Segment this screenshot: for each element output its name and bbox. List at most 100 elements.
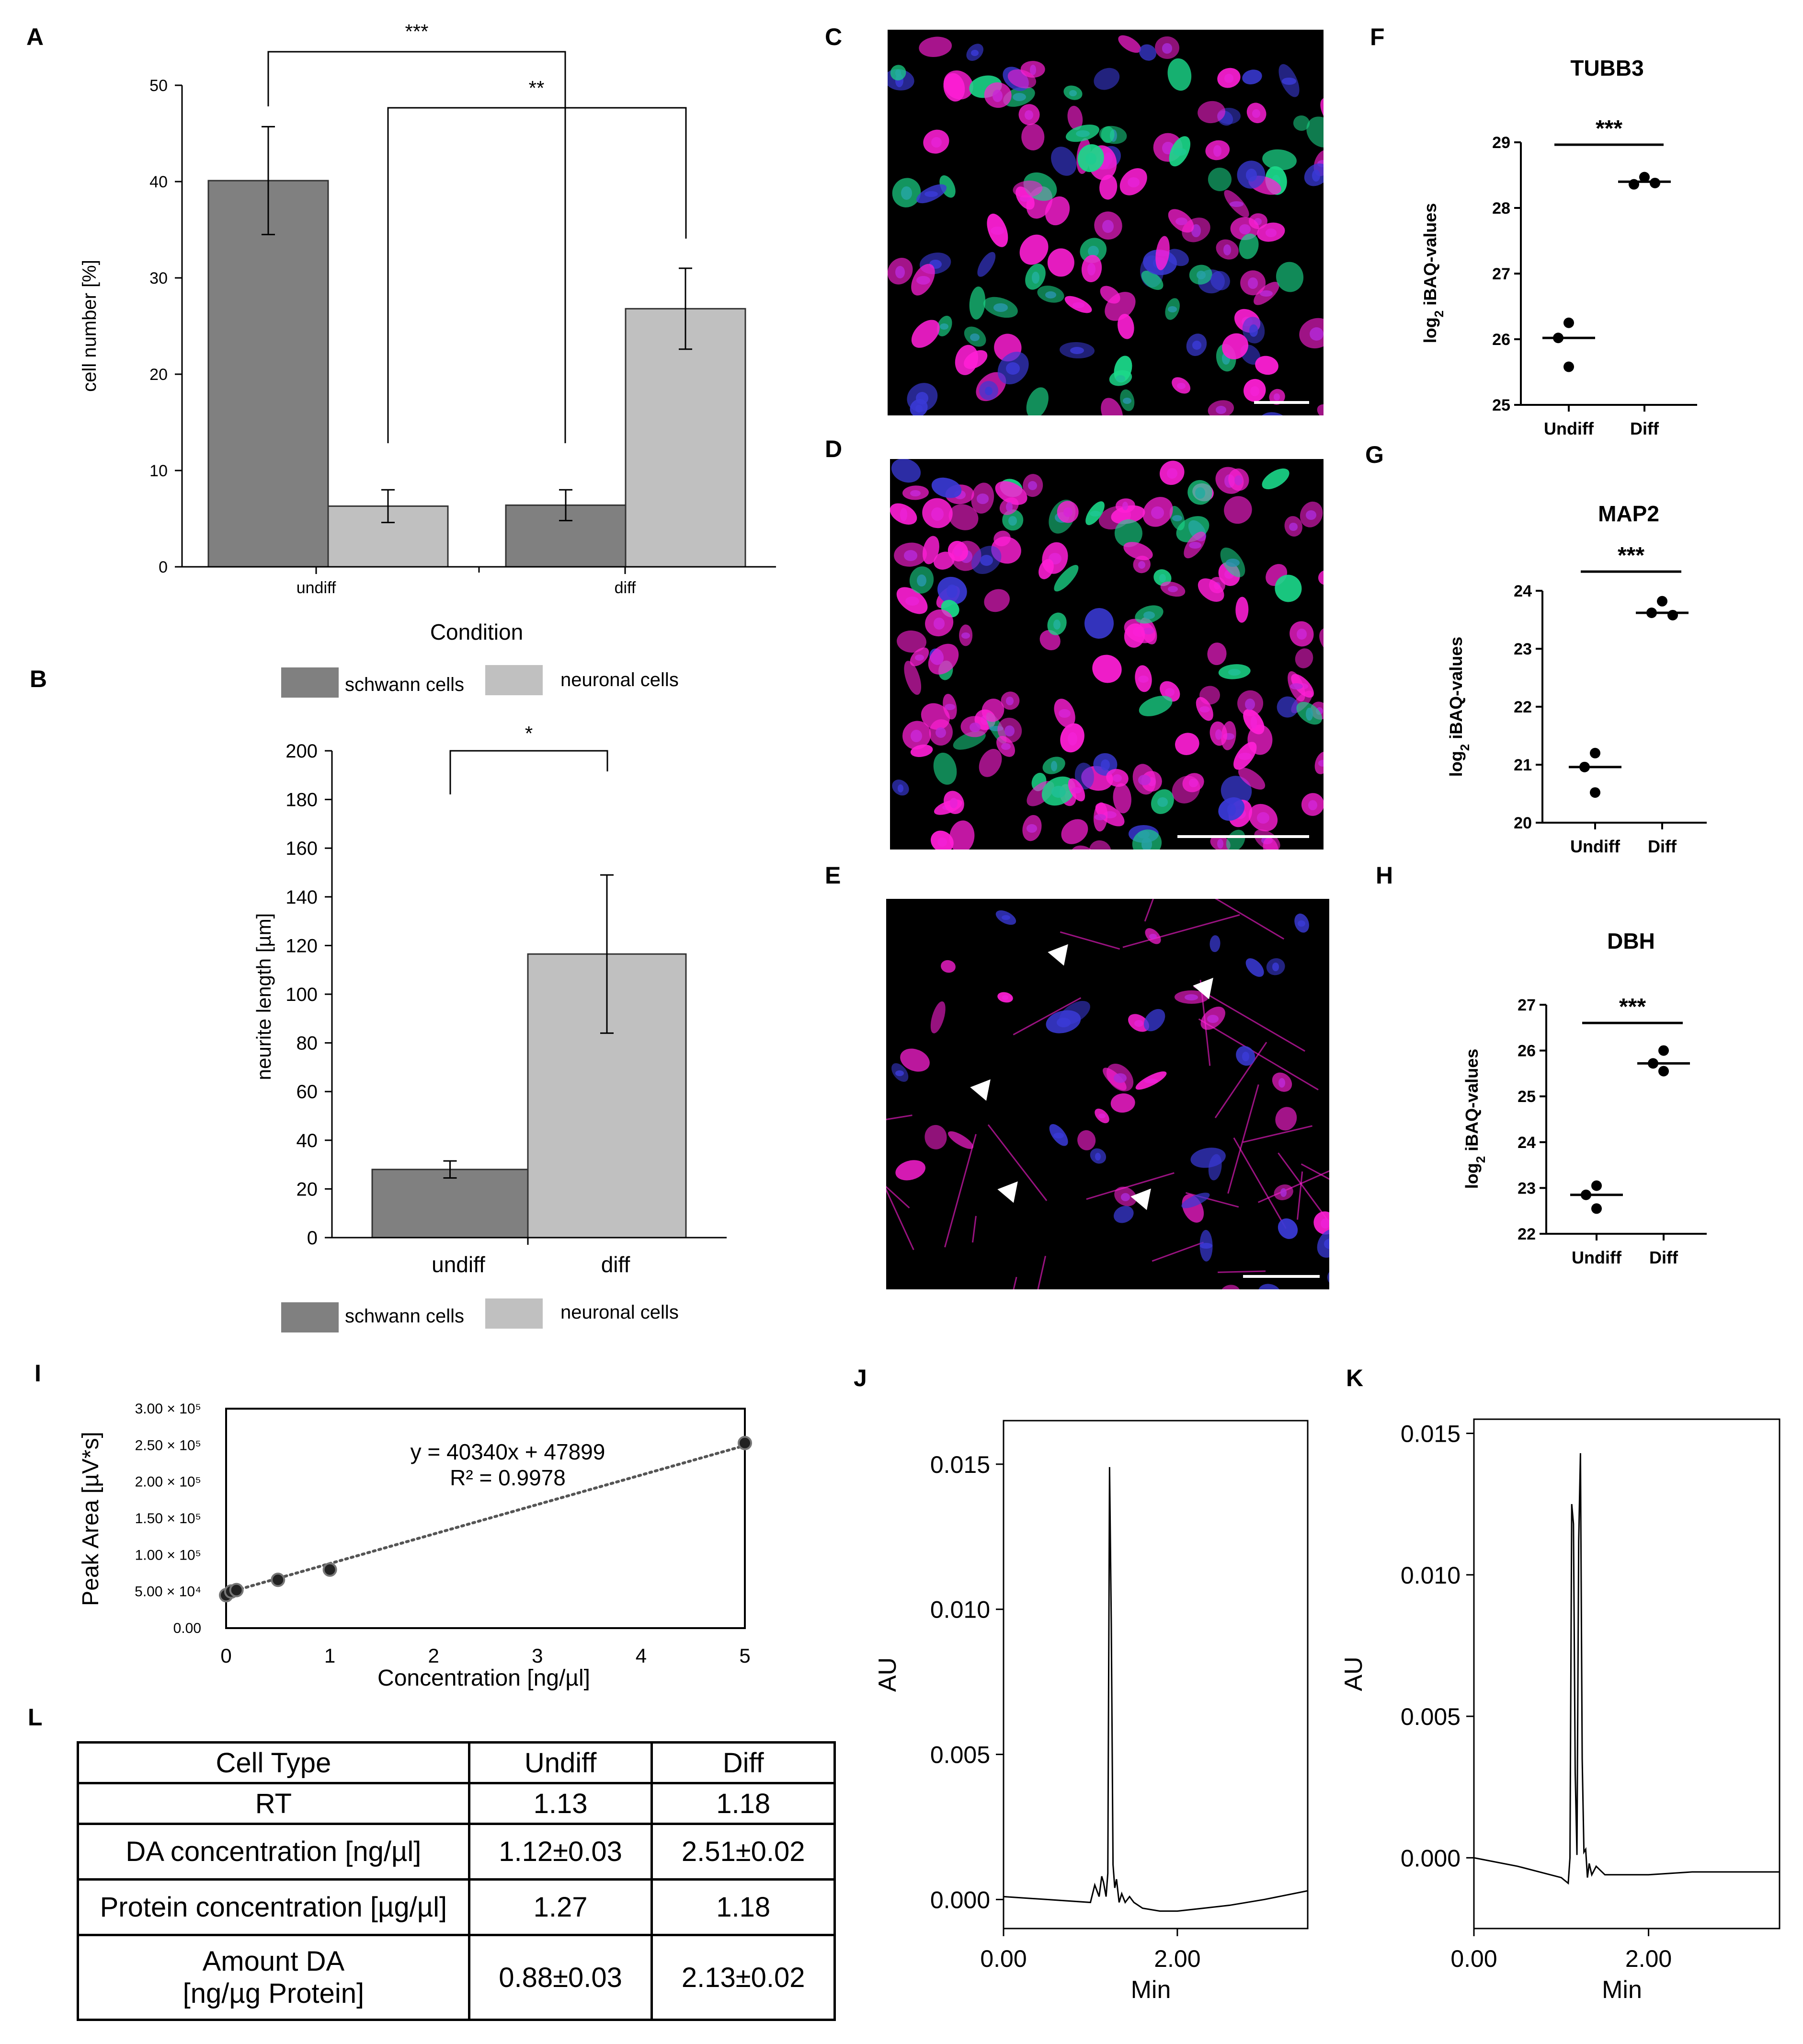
cell-blob [1235, 597, 1249, 623]
chart-g-map2: MAP2 20 21 22 23 24 Undiff Diff *** log2 iBAQ-val… [1446, 501, 1707, 856]
data-point [1563, 361, 1574, 372]
neurite [944, 1134, 977, 1248]
neurite [1086, 1172, 1175, 1200]
cell-blob [1212, 235, 1243, 264]
plot-frame [225, 1408, 746, 1629]
y-tick-label: 25 [1492, 396, 1510, 414]
y-tick-label: 0 [159, 558, 168, 576]
x-tick-label: Diff [1630, 419, 1659, 438]
y-axis-label: log2 iBAQ-values [1420, 203, 1446, 344]
y-tick-label: 0.010 [1401, 1562, 1461, 1589]
bar [625, 308, 746, 568]
cell-blob [1206, 642, 1227, 666]
data-point [1646, 607, 1657, 618]
neurite [1013, 997, 1082, 1035]
panel-label-b: B [30, 666, 47, 692]
cell-blob [1022, 384, 1053, 415]
cell-blob [1315, 567, 1324, 588]
y-axis-label: log2 iBAQ-values [1462, 1049, 1488, 1189]
y-tick-label: 2.00 × 10⁵ [135, 1474, 201, 1490]
neurite [1214, 899, 1285, 940]
y-axis-label: neurite length [µm] [252, 913, 275, 1080]
y-tick-label: 26 [1492, 331, 1510, 349]
x-tick-label: Undiff [1572, 1248, 1622, 1267]
table-cell: RT [77, 1782, 470, 1825]
x-tick-label: Diff [1649, 1248, 1678, 1267]
cell-blob [1183, 330, 1211, 360]
neurite [1193, 986, 1305, 1052]
significance-label: * [525, 722, 533, 745]
y-tick-label: 3.00 × 10⁵ [135, 1401, 201, 1417]
cell-blob [902, 485, 929, 501]
microscopy-image-d [890, 459, 1324, 850]
cell-blob [1295, 313, 1324, 353]
y-tick-label: 20 [1514, 814, 1532, 832]
data-point [1590, 787, 1600, 798]
neurite [1278, 1152, 1329, 1224]
legend-swatch [281, 1302, 339, 1332]
x-axis-label: Condition [430, 620, 523, 644]
table-row: Protein concentration [µg/µl] 1.27 1.18 [77, 1878, 836, 1936]
significance-bracket [387, 107, 687, 443]
data-point [1648, 1058, 1658, 1069]
y-tick-label: 120 [285, 935, 318, 956]
panel-label-e: E [825, 862, 841, 889]
cell-blob [1129, 761, 1159, 798]
significance-label: *** [1596, 116, 1622, 141]
y-tick-label: 140 [285, 887, 318, 908]
plot-frame [1003, 1420, 1309, 1929]
neurite [1301, 1163, 1329, 1180]
y-tick-label: 100 [285, 984, 318, 1005]
cell-blob [1258, 464, 1293, 494]
cell-blob [1215, 65, 1243, 91]
cell-blob [1154, 459, 1190, 490]
y-tick-label: 22 [1514, 698, 1532, 716]
legend-label: schwann cells [345, 1306, 464, 1327]
table-row: DA concentration [ng/µl] 1.12±0.03 2.51±… [77, 1823, 836, 1881]
scale-bar [1243, 1275, 1320, 1278]
cell-blob [1040, 753, 1068, 778]
dopamine-table: Cell Type Undiff Diff RT 1.13 1.18 DA co… [77, 1741, 836, 2021]
panel-label-i: I [34, 1360, 41, 1387]
cell-blob [920, 126, 953, 158]
legend-swatch [485, 665, 543, 695]
y-tick-label: 80 [297, 1033, 318, 1054]
y-tick-label: 0 [307, 1228, 318, 1249]
neurite [1198, 1018, 1319, 1091]
cell-blob [890, 459, 924, 487]
chart-i-calibration: 0.00 5.00 × 10⁴ 1.00 × 10⁵ 1.50 × 10⁵ 2.00 ×… [78, 1401, 752, 1691]
cell-blob [1047, 248, 1074, 277]
cell-blob [1083, 607, 1115, 640]
neurite [987, 1124, 1048, 1201]
cell-blob [1255, 408, 1293, 415]
cell-blob [1061, 83, 1084, 103]
y-tick-label: 2.50 × 10⁵ [135, 1437, 201, 1453]
cell-blob [917, 35, 953, 59]
table-cell: Amount DA [ng/µg Protein] [77, 1934, 470, 2021]
cell-blob [890, 499, 921, 529]
chart-a-cell-number: 0 10 20 30 40 50 undiff diff Condition cell numbe… [79, 20, 776, 698]
neurite-overlay [886, 899, 1329, 1289]
cell-blob [1219, 491, 1257, 529]
y-tick-label: 50 [149, 77, 168, 95]
significance-label: *** [1619, 994, 1646, 1020]
x-tick-label: Undiff [1544, 419, 1594, 438]
table-cell: 1.18 [650, 1782, 836, 1825]
table-header-cell: Diff [650, 1741, 836, 1784]
table-cell: DA concentration [ng/µl] [77, 1823, 470, 1881]
cell-blob [1087, 650, 1127, 688]
y-tick-label: 30 [149, 269, 168, 287]
y-tick-label: 160 [285, 838, 318, 859]
table-cell-line: [ng/µg Protein] [183, 1978, 365, 2009]
y-tick-label: 29 [1492, 134, 1510, 152]
chart-h-dbh: DBH 22 23 24 25 26 27 Undiff Diff *** log2 iBAQ-va… [1462, 929, 1707, 1267]
neurite [886, 1185, 910, 1209]
data-point [1629, 179, 1639, 190]
neurite [886, 1188, 914, 1251]
y-tick-label: 1.00 × 10⁵ [135, 1547, 201, 1563]
neurite [1013, 1276, 1017, 1289]
x-tick-label: 3 [532, 1644, 543, 1667]
table-cell-line: Amount DA [202, 1946, 345, 1977]
cell-blob [1206, 398, 1236, 415]
